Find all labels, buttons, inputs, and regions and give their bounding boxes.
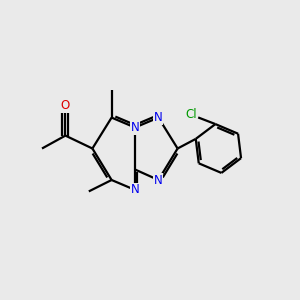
Text: N: N [130,183,140,196]
Text: Cl: Cl [185,108,196,121]
Text: N: N [154,173,163,187]
Text: N: N [130,121,140,134]
Text: N: N [154,111,163,124]
Text: O: O [61,99,70,112]
